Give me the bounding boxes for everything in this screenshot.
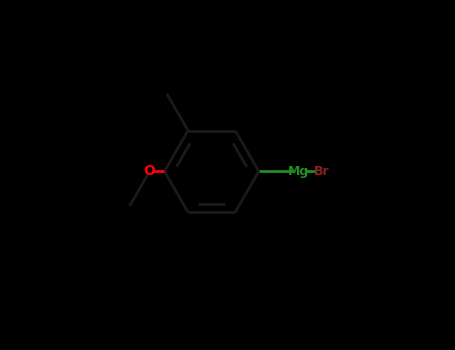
Text: Mg: Mg bbox=[288, 165, 309, 178]
Text: Br: Br bbox=[314, 165, 329, 178]
Text: O: O bbox=[144, 164, 156, 178]
